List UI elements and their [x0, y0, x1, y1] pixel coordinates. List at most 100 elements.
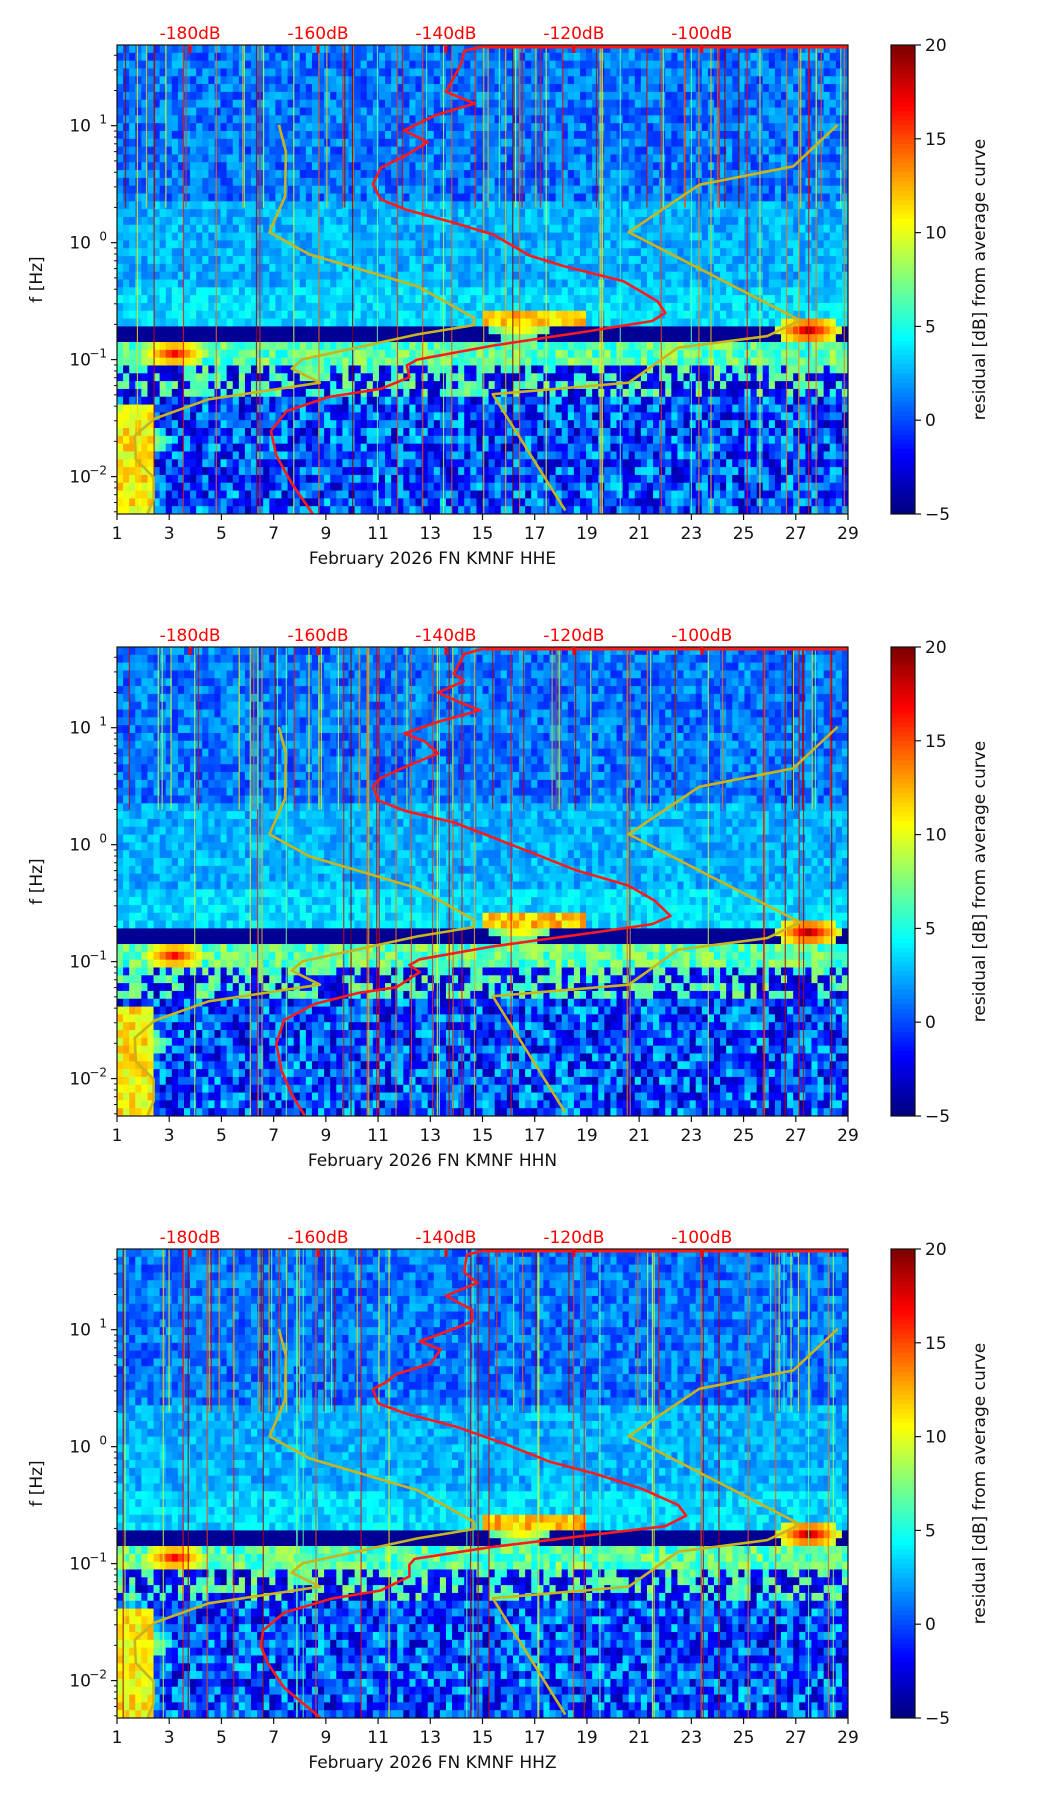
heatmap-cell [177, 342, 185, 351]
heatmap-cell [165, 295, 173, 304]
heatmap-cell [531, 130, 538, 140]
heatmap-cell [232, 342, 240, 351]
heatmap-cell [561, 154, 569, 163]
heatmap-cell [202, 287, 209, 296]
heatmap-cell [494, 256, 502, 265]
heatmap-cell [525, 177, 532, 187]
heatmap-cell [385, 271, 392, 280]
heatmap-cell [823, 232, 831, 241]
heatmap-cell [433, 365, 441, 374]
heatmap-cell [488, 232, 496, 241]
heatmap-cell [385, 154, 392, 163]
heatmap-cell [445, 154, 453, 163]
heatmap-cell [482, 349, 489, 359]
heatmap-cell [330, 240, 337, 249]
heatmap-cell [202, 224, 209, 233]
heatmap-cell [238, 263, 246, 273]
heatmap-cell [610, 123, 617, 132]
heatmap-cell [366, 240, 374, 249]
heatmap-cell [823, 107, 831, 116]
heatmap-cell [549, 91, 556, 101]
heatmap-cell [689, 52, 697, 62]
heatmap-cell [403, 115, 410, 124]
heatmap-cell [452, 170, 459, 179]
heatmap-cell [780, 240, 788, 249]
heatmap-cell [159, 76, 167, 85]
heatmap-cell [762, 287, 770, 296]
heatmap-cell [500, 201, 508, 210]
heatmap-cell [732, 107, 739, 116]
heatmap-cell [184, 232, 191, 241]
heatmap-cell [372, 216, 380, 226]
heatmap-cell [823, 60, 831, 69]
heatmap-cell [726, 130, 733, 140]
heatmap-cell [677, 271, 684, 280]
heatmap-cell [525, 60, 532, 69]
heatmap-cell [202, 45, 209, 54]
heatmap-cell [184, 99, 191, 108]
heatmap-cell [427, 349, 435, 359]
heatmap-cell [196, 295, 203, 304]
heatmap-cell [774, 357, 782, 366]
heatmap-cell [354, 216, 362, 226]
heatmap-cell [628, 107, 636, 116]
heatmap-cell [202, 310, 209, 319]
heatmap-cell [646, 302, 654, 312]
heatmap-cell [519, 334, 526, 343]
heatmap-cell [622, 334, 630, 343]
heatmap-cell [385, 216, 392, 226]
heatmap-cell [701, 68, 709, 77]
heatmap-cell [811, 52, 818, 62]
heatmap-cell [287, 91, 295, 101]
heatmap-cell [787, 45, 794, 54]
heatmap-cell [726, 52, 733, 62]
heatmap-cell [336, 138, 343, 148]
heatmap-cell [512, 216, 520, 226]
heatmap-cell [360, 287, 368, 296]
heatmap-cell [531, 224, 538, 233]
heatmap-cell [391, 60, 398, 69]
heatmap-cell [372, 326, 380, 335]
heatmap-cell [251, 326, 258, 335]
heatmap-cell [378, 349, 386, 359]
heatmap-cell [640, 177, 648, 187]
heatmap-cell [829, 123, 837, 132]
heatmap-cell [354, 349, 362, 359]
heatmap-cell [397, 224, 404, 233]
heatmap-cell [787, 115, 794, 124]
heatmap-cell [153, 123, 161, 132]
heatmap-cell [537, 349, 544, 359]
heatmap-cell [512, 357, 520, 366]
heatmap-cell [421, 326, 429, 335]
heatmap-cell [640, 287, 648, 296]
heatmap-cell [305, 248, 313, 257]
heatmap-cell [348, 224, 355, 233]
heatmap-cell [653, 263, 660, 273]
heatmap-cell [683, 52, 691, 62]
heatmap-cell [348, 60, 355, 69]
heatmap-cell [525, 185, 532, 194]
heatmap-cell [336, 248, 343, 257]
heatmap-cell [610, 115, 617, 124]
heatmap-cell [628, 209, 636, 218]
heatmap-cell [214, 60, 221, 69]
heatmap-cell [677, 76, 684, 85]
heatmap-cell [634, 342, 642, 351]
heatmap-cell [214, 334, 221, 343]
heatmap-cell [251, 334, 258, 343]
heatmap-cell [689, 193, 697, 202]
heatmap-cell [385, 295, 392, 304]
heatmap-cell [293, 76, 301, 85]
heatmap-cell [391, 263, 398, 273]
heatmap-cell [251, 248, 258, 257]
heatmap-cell [129, 318, 136, 327]
heatmap-cell [196, 60, 203, 69]
heatmap-cell [555, 216, 563, 226]
heatmap-cell [366, 60, 374, 69]
heatmap-cell [372, 130, 380, 140]
heatmap-cell [634, 107, 642, 116]
heatmap-cell [829, 224, 837, 233]
heatmap-cell [385, 68, 392, 77]
heatmap-cell [330, 91, 337, 101]
heatmap-cell [494, 263, 502, 273]
